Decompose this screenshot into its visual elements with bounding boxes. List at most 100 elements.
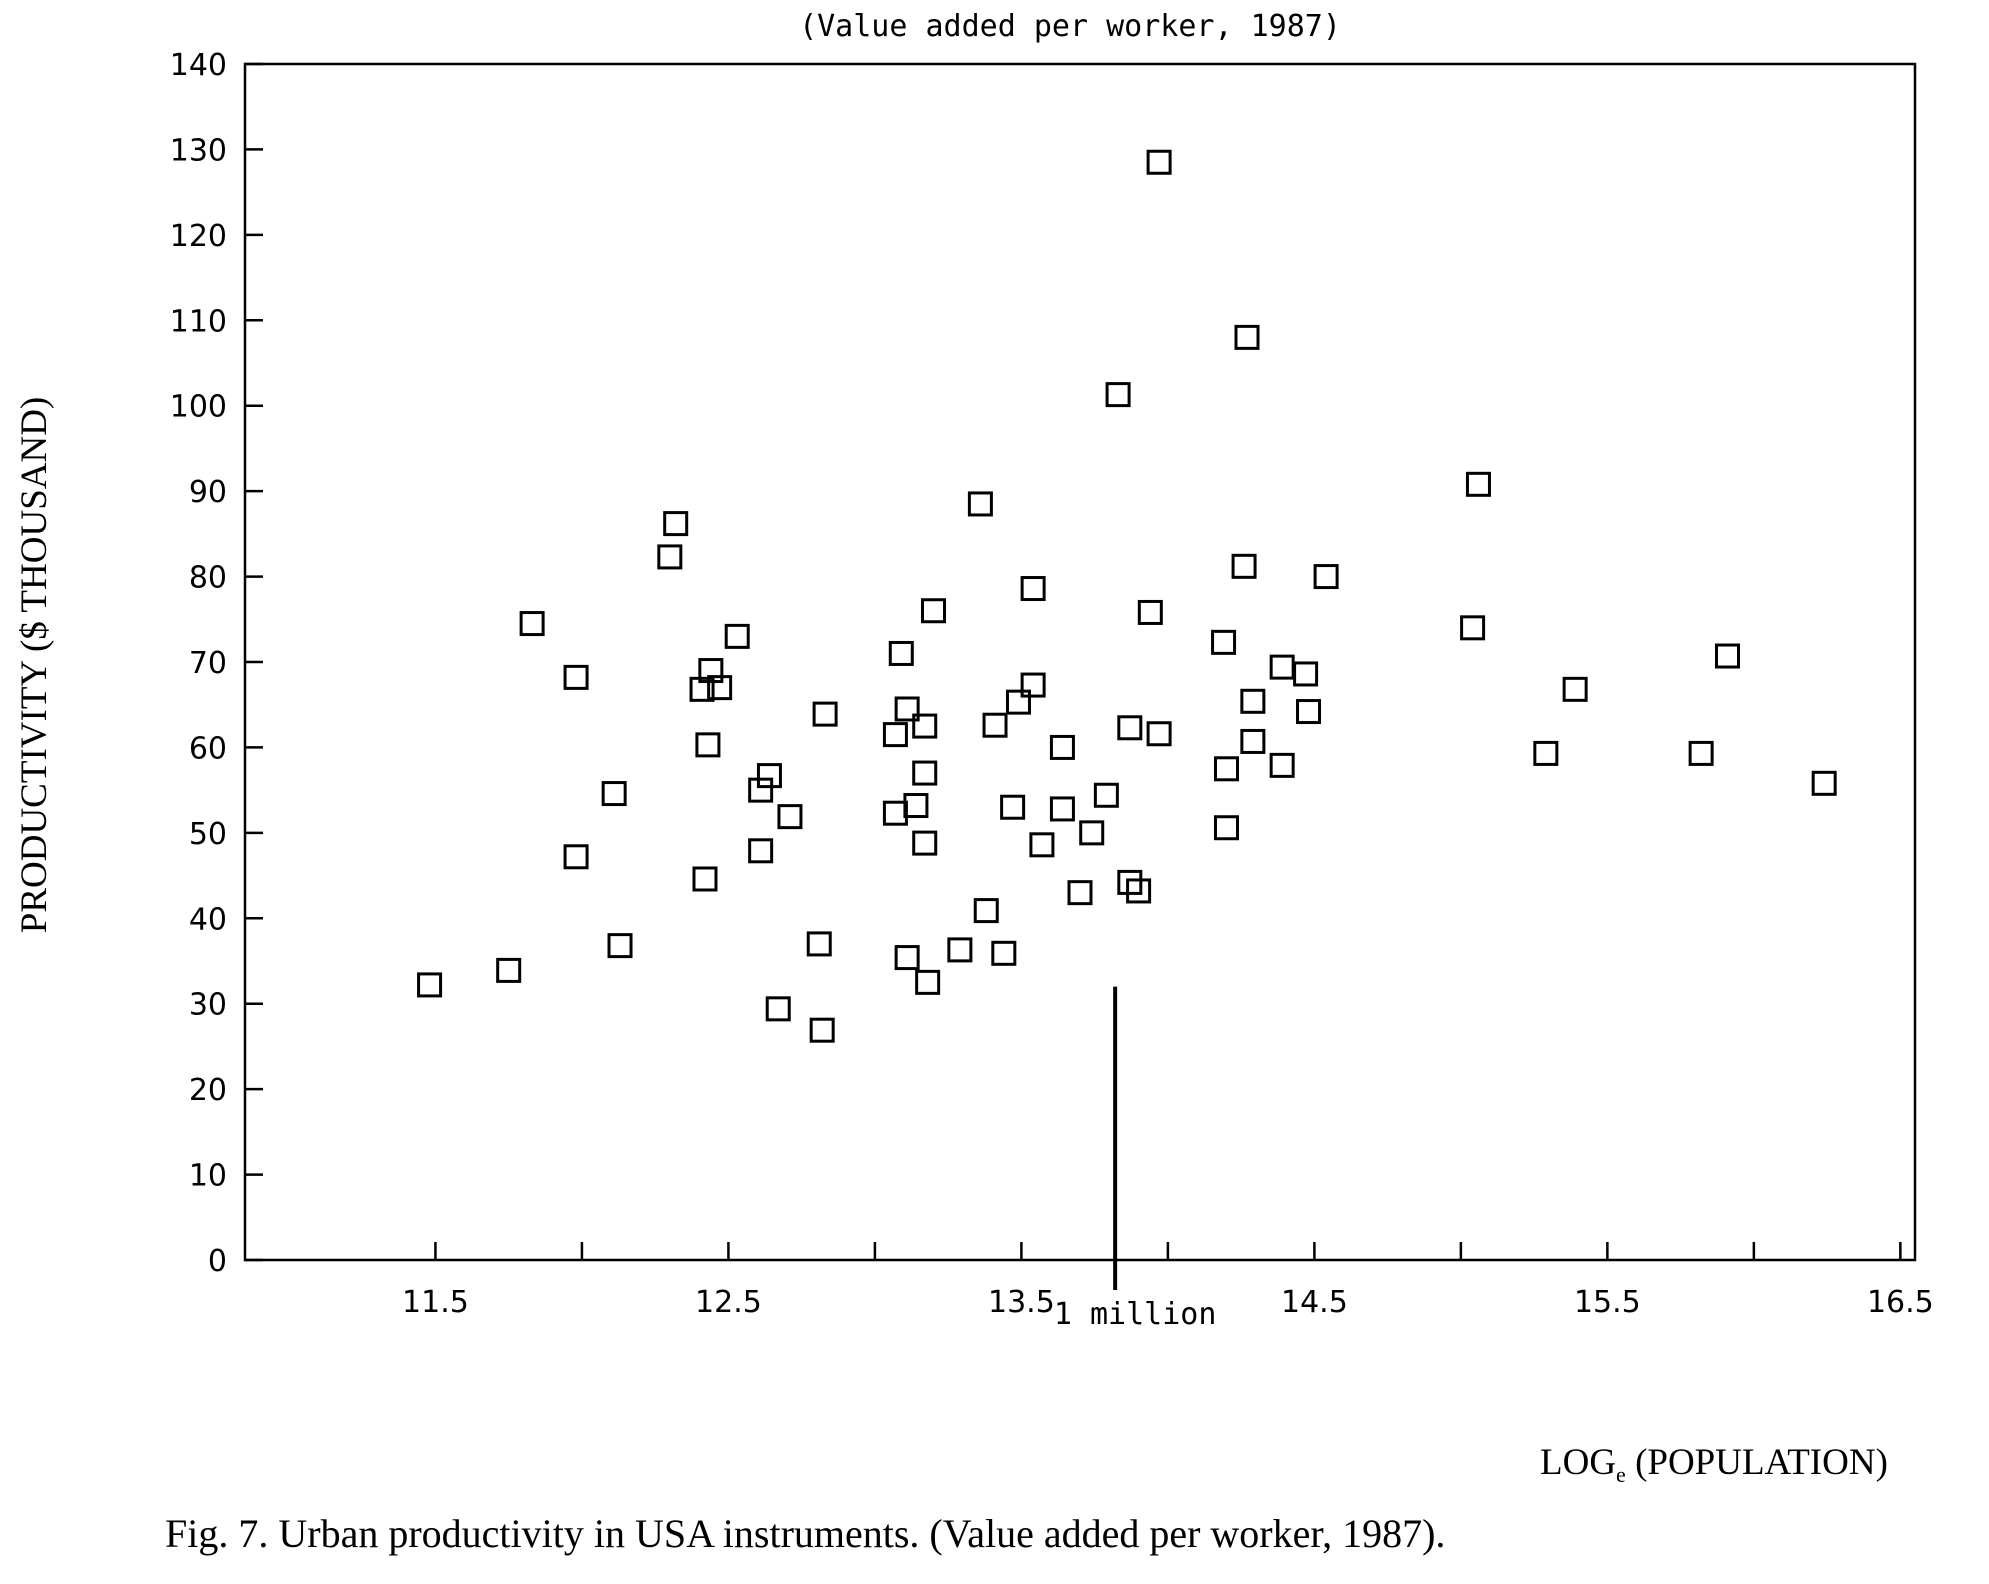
data-point — [519, 611, 545, 637]
data-point — [882, 800, 908, 826]
data-point — [1146, 149, 1172, 175]
data-points — [417, 149, 1837, 1043]
data-point — [1460, 615, 1486, 641]
y-tick-label: 70 — [189, 646, 227, 681]
data-point — [1117, 715, 1143, 741]
y-tick-label: 0 — [208, 1244, 227, 1279]
x-tick-label: 14.5 — [1281, 1285, 1348, 1320]
data-point — [947, 937, 973, 963]
data-point — [1020, 576, 1046, 602]
data-point — [806, 931, 832, 957]
data-point — [689, 676, 715, 702]
data-point — [1234, 324, 1260, 350]
x-tick-label: 12.5 — [695, 1285, 762, 1320]
data-point — [698, 658, 724, 684]
y-tick-label: 120 — [170, 219, 227, 254]
x-tick-label: 16.5 — [1867, 1285, 1934, 1320]
data-point — [1240, 728, 1266, 754]
data-point — [1093, 782, 1119, 808]
data-point — [809, 1017, 835, 1043]
data-point — [894, 945, 920, 971]
data-point — [1029, 832, 1055, 858]
data-point — [894, 696, 920, 722]
x-tick-label: 15.5 — [1574, 1285, 1641, 1320]
data-point — [1714, 643, 1740, 669]
data-point — [1000, 794, 1026, 820]
y-tick-label: 50 — [189, 817, 227, 852]
x-axis-label: LOGe (POPULATION) — [1540, 1442, 1888, 1487]
data-point — [912, 760, 938, 786]
y-tick-label: 140 — [170, 48, 227, 83]
data-point — [1533, 740, 1559, 766]
data-point — [1269, 654, 1295, 680]
y-tick-label: 90 — [189, 475, 227, 510]
y-tick-label: 80 — [189, 561, 227, 596]
data-point — [496, 957, 522, 983]
data-point — [695, 732, 721, 758]
data-point — [1005, 689, 1031, 715]
data-point — [1296, 699, 1322, 725]
data-point — [991, 940, 1017, 966]
figure-caption: Fig. 7. Urban productivity in USA instru… — [165, 1511, 1446, 1556]
data-point — [663, 511, 689, 537]
data-point — [982, 712, 1008, 738]
data-point — [1020, 672, 1046, 698]
data-point — [1126, 878, 1152, 904]
data-point — [1049, 734, 1075, 760]
data-point — [748, 838, 774, 864]
data-point — [1313, 564, 1339, 590]
data-point — [607, 933, 633, 959]
x-tick-label: 11.5 — [402, 1285, 469, 1320]
data-point — [1231, 553, 1257, 579]
data-point — [657, 544, 683, 570]
data-point — [748, 777, 774, 803]
data-point — [601, 781, 627, 807]
data-point — [707, 675, 733, 701]
data-point — [882, 722, 908, 748]
data-point — [1117, 869, 1143, 895]
y-tick-label: 10 — [189, 1159, 227, 1194]
data-point — [1213, 756, 1239, 782]
x-axis: 11.5 12.5 13.5 14.5 15.5 16.5 — [402, 1242, 1934, 1320]
y-tick-label: 30 — [189, 988, 227, 1023]
data-point — [1811, 770, 1837, 796]
data-point — [903, 793, 929, 819]
y-axis: 0 10 20 30 40 50 60 70 80 90 100 110 120 130 140 — [170, 48, 263, 1279]
data-point — [1465, 471, 1491, 497]
data-point — [563, 664, 589, 690]
data-point — [1240, 688, 1266, 714]
data-point — [973, 898, 999, 924]
data-point — [1079, 820, 1105, 846]
data-point — [967, 491, 993, 517]
y-tick-label: 130 — [170, 133, 227, 168]
data-point — [1105, 382, 1131, 408]
data-point — [724, 623, 750, 649]
y-tick-label: 110 — [170, 304, 227, 339]
chart-title: (Value added per worker, 1987) — [799, 9, 1341, 44]
data-point — [912, 830, 938, 856]
one-million-label: 1 million — [1054, 1297, 1217, 1332]
data-point — [692, 866, 718, 892]
data-point — [912, 713, 938, 739]
data-point — [1269, 752, 1295, 778]
data-point — [1049, 796, 1075, 822]
y-tick-label: 60 — [189, 731, 227, 766]
data-point — [888, 640, 914, 666]
data-point — [1146, 721, 1172, 747]
data-point — [1293, 661, 1319, 687]
y-tick-label: 20 — [189, 1073, 227, 1108]
data-point — [1211, 629, 1237, 655]
data-point — [1137, 599, 1163, 625]
data-point — [1067, 880, 1093, 906]
y-axis-label: PRODUCTIVITY ($ THOUSAND) — [14, 397, 55, 933]
y-tick-label: 100 — [170, 390, 227, 425]
data-point — [563, 844, 589, 870]
data-point — [1562, 676, 1588, 702]
x-axis-label-main: LOG — [1540, 1442, 1616, 1483]
plot-frame — [243, 62, 1917, 1262]
x-axis-label-subscript: e — [1616, 1462, 1626, 1487]
data-point — [756, 763, 782, 789]
y-tick-label: 40 — [189, 902, 227, 937]
